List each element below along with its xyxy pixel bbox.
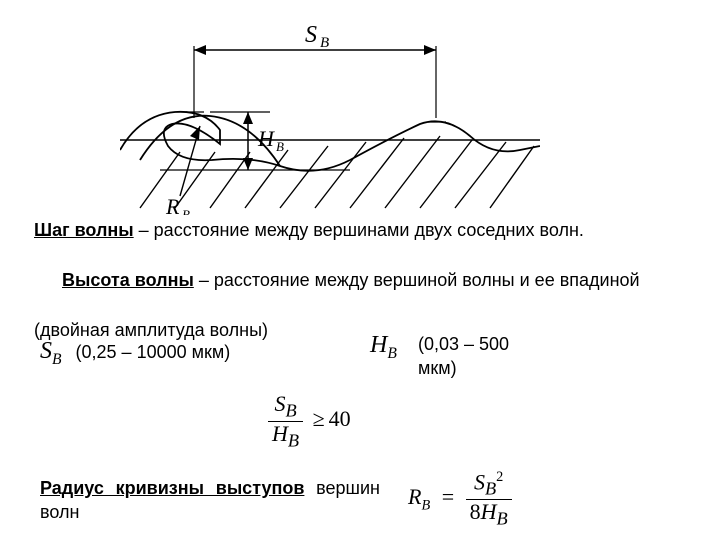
term-step: Шаг волны — [34, 220, 134, 240]
waviness-svg: S B H B R B — [120, 20, 540, 215]
svg-text:H: H — [257, 126, 275, 151]
ge-sign: ≥ — [309, 406, 329, 431]
ratio-fraction: SB HB — [268, 392, 303, 450]
hb-symbol: HB — [370, 332, 397, 358]
equals-sign: = — [436, 484, 460, 509]
term-height-rest: – расстояние между вершиной волны и ее в… — [194, 270, 640, 290]
hb-symbol-block: HB — [370, 332, 397, 363]
hb-range-line2: мкм) — [418, 356, 618, 380]
svg-text:B: B — [182, 207, 190, 215]
ratio-criterion: SB HB ≥40 — [268, 392, 351, 450]
page: S B H B R B — [0, 0, 720, 540]
svg-text:S: S — [305, 22, 317, 48]
definition-step: Шаг волны – расстояние между вершинами д… — [34, 218, 686, 242]
rb-fraction: SB2 8HB — [466, 470, 512, 529]
sb-symbol: SB — [40, 338, 68, 364]
sb-range: (0,25 – 10000 мкм) — [76, 342, 231, 362]
rb-formula: RB = SB2 8HB — [408, 470, 512, 529]
term-radius: Радиус кривизны выступов — [40, 478, 304, 498]
svg-text:B: B — [276, 139, 284, 154]
criterion-value: 40 — [329, 406, 351, 431]
amplitude-text: (двойная амплитуда волны) — [34, 320, 268, 340]
waviness-diagram: S B H B R B — [120, 20, 540, 220]
rb-symbol: RB — [408, 484, 436, 509]
term-height: Высота волны — [62, 270, 194, 290]
svg-text:B: B — [320, 35, 329, 51]
hb-range-line1: (0,03 – 500 — [418, 332, 648, 356]
definition-height: Высота волны – расстояние между вершиной… — [34, 268, 686, 292]
definition-radius: Радиус кривизны выступов вершин волн — [40, 476, 380, 525]
term-step-rest: – расстояние между вершинами двух соседн… — [134, 220, 584, 240]
sb-symbol-block: SB (0,25 – 10000 мкм) — [40, 338, 230, 369]
